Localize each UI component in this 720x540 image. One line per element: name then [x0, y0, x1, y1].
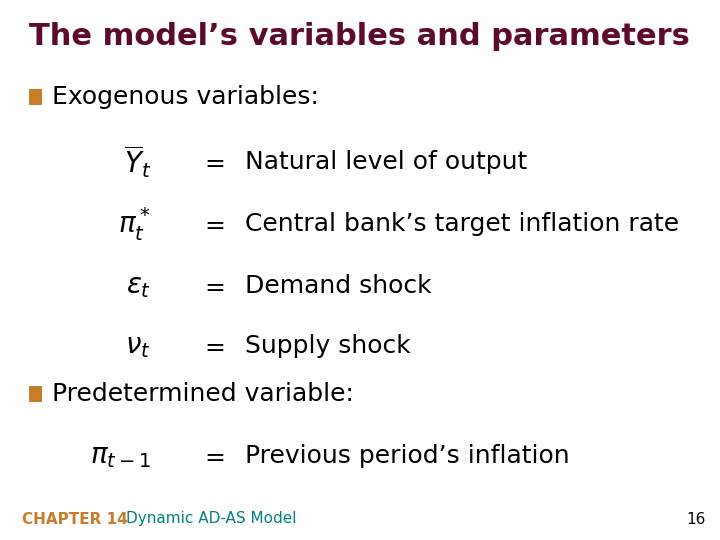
Text: $=$: $=$	[200, 150, 225, 174]
Text: $\nu_t$: $\nu_t$	[125, 332, 151, 360]
FancyBboxPatch shape	[29, 89, 42, 105]
Text: $\overline{Y}_t$: $\overline{Y}_t$	[124, 144, 151, 180]
FancyBboxPatch shape	[29, 386, 42, 402]
Text: $=$: $=$	[200, 444, 225, 468]
Text: Exogenous variables:: Exogenous variables:	[52, 85, 319, 109]
Text: Previous period’s inflation: Previous period’s inflation	[245, 444, 570, 468]
Text: $=$: $=$	[200, 274, 225, 298]
Text: $=$: $=$	[200, 212, 225, 236]
Text: Demand shock: Demand shock	[245, 274, 431, 298]
Text: Predetermined variable:: Predetermined variable:	[52, 382, 354, 406]
Text: 16: 16	[686, 511, 706, 526]
Text: Supply shock: Supply shock	[245, 334, 410, 357]
Text: Dynamic AD-AS Model: Dynamic AD-AS Model	[126, 511, 297, 526]
Text: $\varepsilon_t$: $\varepsilon_t$	[126, 272, 151, 300]
Text: $\pi_t^*$: $\pi_t^*$	[118, 205, 151, 243]
Text: CHAPTER 14: CHAPTER 14	[22, 511, 127, 526]
Text: Natural level of output: Natural level of output	[245, 150, 527, 174]
Text: The model’s variables and parameters: The model’s variables and parameters	[29, 22, 690, 51]
Text: $\pi_{t-1}$: $\pi_{t-1}$	[91, 442, 151, 470]
Text: Central bank’s target inflation rate: Central bank’s target inflation rate	[245, 212, 679, 236]
Text: $=$: $=$	[200, 334, 225, 357]
